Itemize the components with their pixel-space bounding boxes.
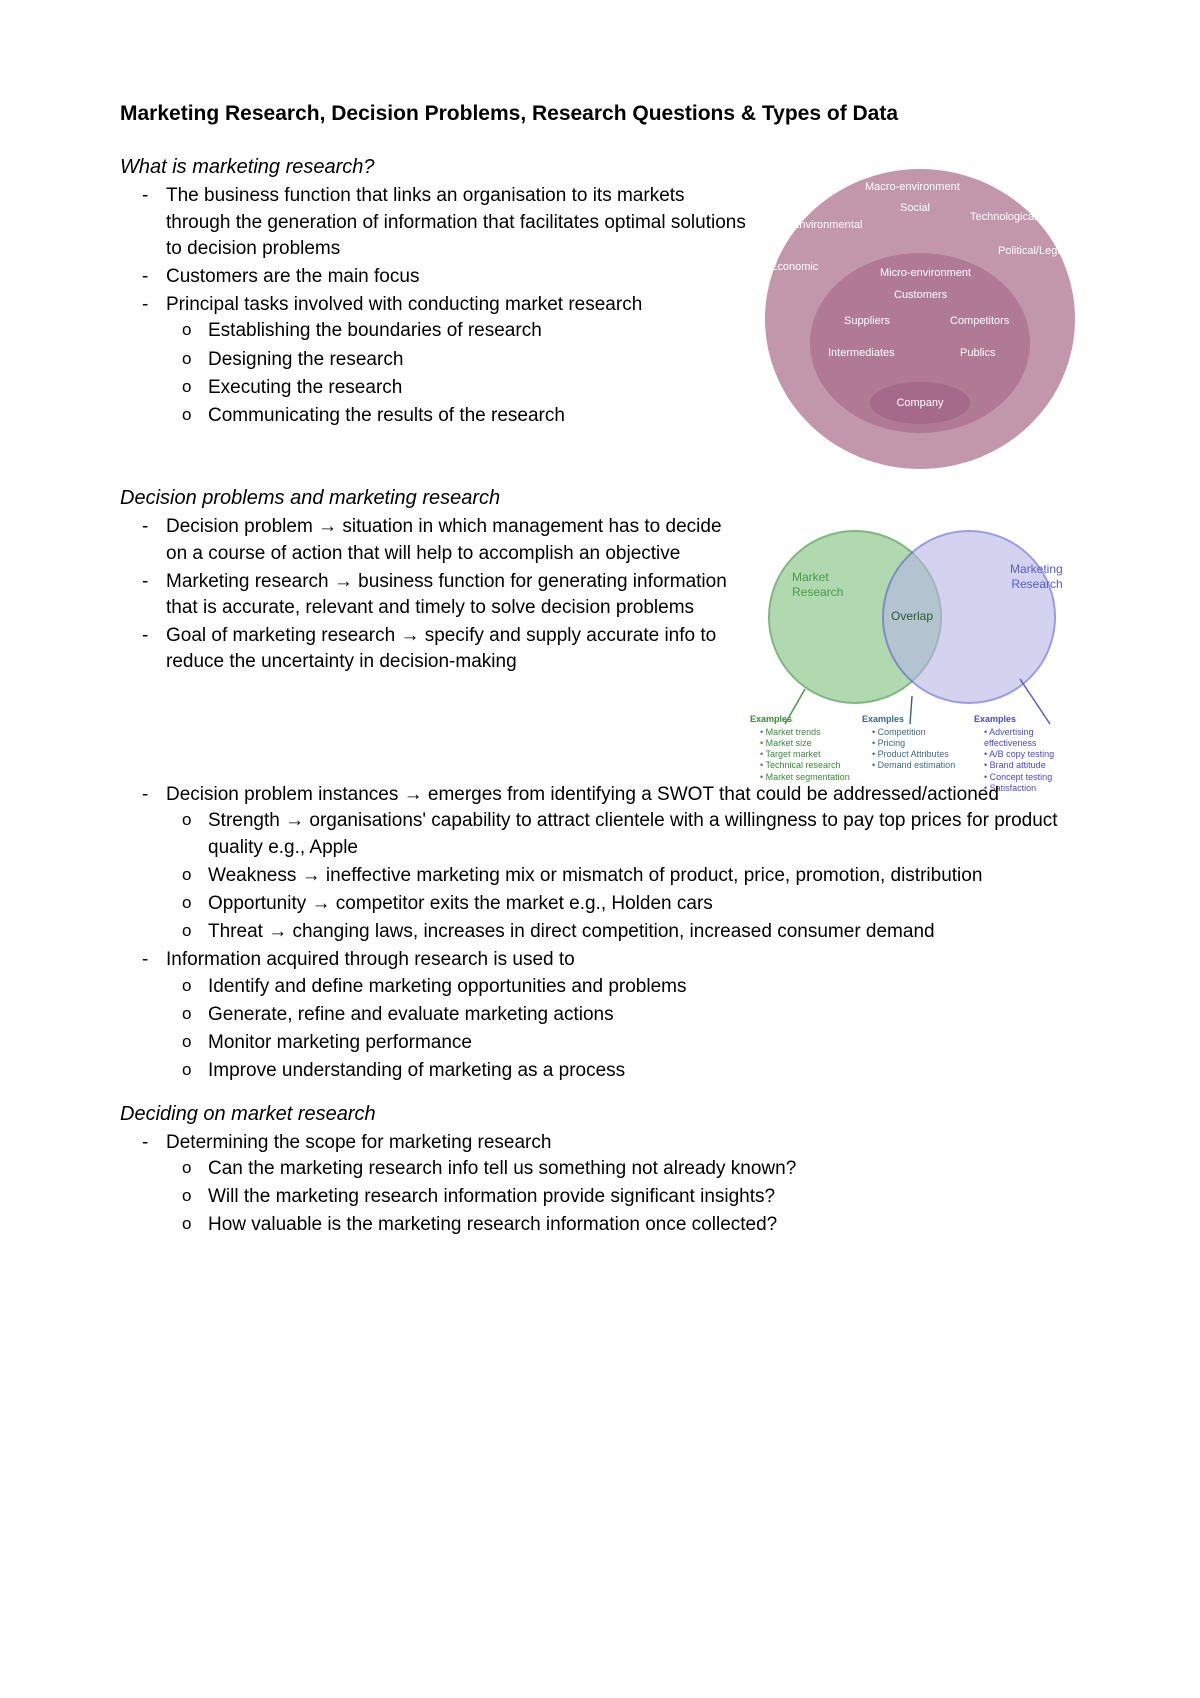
bullet: The business function that links an orga… [166, 183, 754, 262]
sub-bullet: Weakness → ineffective marketing mix or … [208, 863, 1080, 889]
sub-bullet: Threat → changing laws, increases in dir… [208, 919, 1080, 945]
sub-bullet: Monitor marketing performance [208, 1030, 1080, 1056]
sub-bullet: Communicating the results of the researc… [208, 403, 754, 429]
bullet-text: Information acquired through research is… [166, 949, 575, 970]
section-heading-2: Decision problems and marketing research [120, 487, 1080, 510]
bullet: Customers are the main focus [166, 264, 754, 290]
section-heading-3: Deciding on market research [120, 1103, 1080, 1126]
bullet: Decision problem instances → emerges fro… [166, 782, 1080, 945]
sub-bullet: Establishing the boundaries of research [208, 318, 754, 344]
bullet: Goal of marketing research → specify and… [166, 623, 744, 675]
sub-bullet: Generate, refine and evaluate marketing … [208, 1002, 1080, 1028]
sub-bullet: How valuable is the marketing research i… [208, 1212, 1080, 1238]
sub-bullet: Will the marketing research information … [208, 1184, 1080, 1210]
sub-bullet: Strength → organisations' capability to … [208, 808, 1080, 860]
section-2-row: Decision problem → situation in which ma… [120, 514, 1080, 794]
bullet: Decision problem → situation in which ma… [166, 514, 744, 566]
section-1-text: The business function that links an orga… [120, 183, 754, 443]
venn-diagram: Market ResearchMarketing ResearchOverlap… [750, 524, 1080, 794]
bullet: Marketing research → business function f… [166, 569, 744, 621]
bullet: Information acquired through research is… [166, 947, 1080, 1084]
bullet: Determining the scope for marketing rese… [166, 1130, 1080, 1239]
sub-bullet: Identify and define marketing opportunit… [208, 974, 1080, 1000]
sub-bullet: Can the marketing research info tell us … [208, 1156, 1080, 1182]
bullet: Principal tasks involved with conducting… [166, 292, 754, 429]
section-2-text: Decision problem → situation in which ma… [120, 514, 744, 689]
document-page: Marketing Research, Decision Problems, R… [0, 0, 1200, 1312]
bullet-text: Principal tasks involved with conducting… [166, 294, 642, 315]
page-title: Marketing Research, Decision Problems, R… [120, 100, 1080, 128]
sub-bullet: Designing the research [208, 347, 754, 373]
environment-diagram: CompanyMacro-environmentSocialTechnologi… [760, 169, 1080, 469]
bullet-text: Decision problem instances → emerges fro… [166, 784, 999, 805]
bullet-text: Determining the scope for marketing rese… [166, 1132, 551, 1153]
sub-bullet: Opportunity → competitor exits the marke… [208, 891, 1080, 917]
sub-bullet: Improve understanding of marketing as a … [208, 1058, 1080, 1084]
section-1-row: The business function that links an orga… [120, 183, 1080, 469]
sub-bullet: Executing the research [208, 375, 754, 401]
